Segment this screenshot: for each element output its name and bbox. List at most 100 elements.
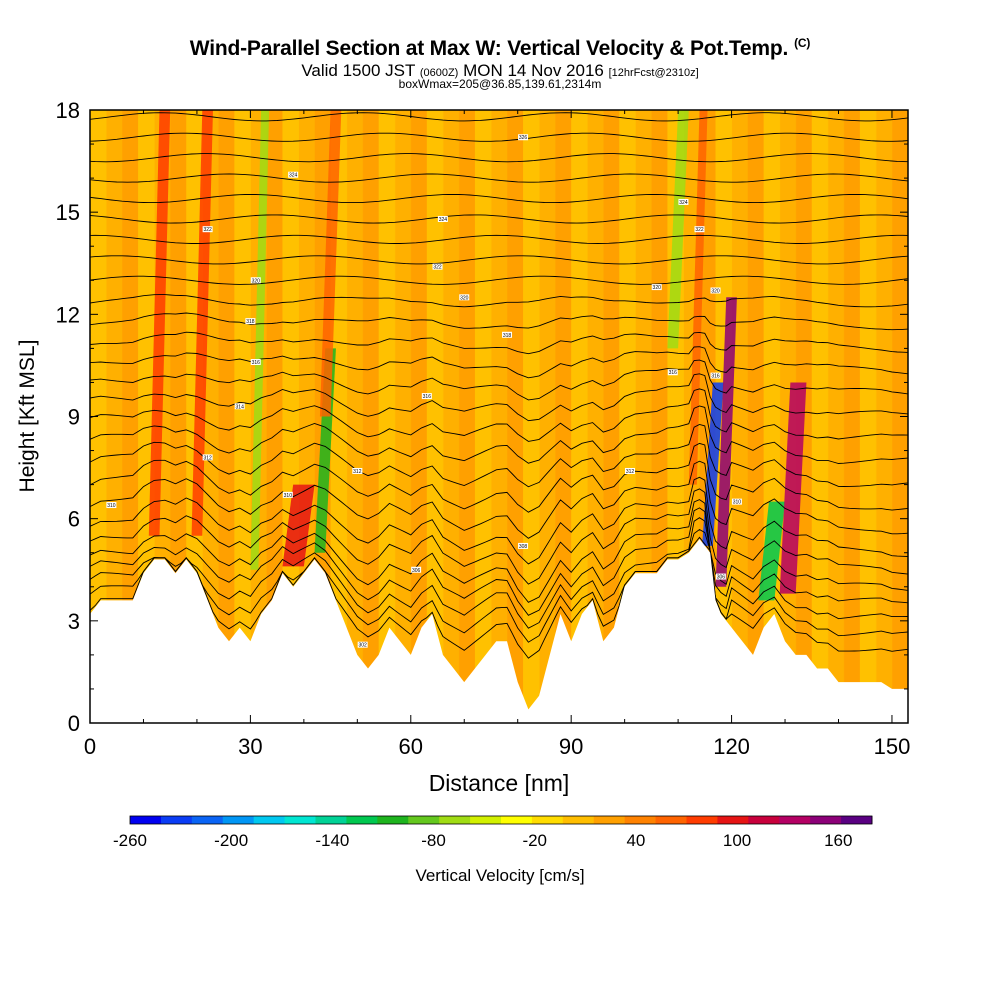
label-bg	[202, 226, 213, 233]
theta-contour-label: 326	[518, 134, 529, 141]
y-tick-label: 12	[56, 302, 80, 327]
theta-contour-line	[90, 194, 908, 204]
field-streak	[523, 110, 540, 723]
label-text: 310	[733, 500, 742, 506]
colorbar-swatch	[593, 816, 626, 824]
label-text: 320	[460, 295, 469, 301]
field-streak	[106, 110, 123, 723]
field-streak	[362, 110, 380, 723]
terrain-shape	[90, 539, 908, 723]
theta-contour-line	[90, 507, 908, 616]
theta-contour-label: 320	[651, 284, 662, 291]
theta-contour-line	[90, 132, 908, 142]
y-tick-label: 6	[68, 507, 80, 532]
y-axis-label: Height [Kft MSL]	[16, 340, 39, 493]
theta-contour-line	[90, 528, 908, 643]
colorbar-swatch	[408, 816, 440, 824]
colorbar-label: Vertical Velocity [cm/s]	[415, 866, 584, 885]
theta-contour-label: 308	[518, 542, 529, 550]
theta-contour-label: 312	[202, 454, 213, 461]
field-streak	[490, 110, 508, 723]
theta-contour-line	[90, 476, 908, 565]
field-streak	[875, 110, 893, 723]
theta-contour-line	[90, 153, 908, 163]
label-bg	[437, 215, 448, 222]
copyright-mark: (C)	[794, 36, 811, 50]
theta-contour-label: 310	[106, 502, 117, 509]
colorbar-frame	[129, 815, 873, 825]
theta-contour-line	[90, 424, 908, 488]
axes: 0 30 60 90 120 150 0 3 6 9 12 15 18	[56, 98, 911, 759]
label-bg	[459, 294, 470, 301]
label-bg	[667, 369, 678, 376]
theta-contour-label: 306	[411, 566, 422, 574]
colorbar-swatch	[655, 816, 687, 824]
theta-contour-label: 320	[459, 294, 470, 301]
terrain-mask	[90, 539, 908, 723]
label-text: 310	[284, 493, 293, 499]
colorbar-swatch	[624, 816, 657, 824]
field-streak	[619, 110, 636, 723]
field-streak	[555, 110, 572, 723]
colorbar-swatch	[346, 816, 378, 824]
theta-contours	[90, 112, 908, 659]
label-bg	[518, 134, 529, 141]
theta-contour-label: 324	[437, 215, 448, 223]
theta-contour-line	[90, 275, 908, 285]
chart-subtitle: Valid 1500 JST (0600Z) MON 14 Nov 2016 […	[301, 61, 699, 80]
theta-contour-label: 322	[202, 226, 213, 233]
label-bg	[352, 467, 363, 474]
field-streak	[442, 110, 460, 723]
colorbar-tick-label: -80	[421, 831, 446, 850]
theta-contour-line	[90, 359, 908, 401]
y-tick-label: 0	[68, 711, 80, 736]
theta-contour-label: 314	[234, 403, 245, 410]
label-bg	[715, 573, 726, 580]
theta-contour-line	[90, 294, 908, 308]
label-bg	[651, 284, 662, 291]
theta-contour-label: 316	[710, 372, 721, 380]
colorbar-swatch	[717, 816, 749, 824]
x-tick-label: 150	[874, 734, 911, 759]
field-streak	[539, 110, 556, 723]
label-bg	[282, 491, 293, 498]
colorbar-swatch	[315, 816, 347, 824]
theta-contour-line	[90, 460, 908, 539]
field-streak	[458, 110, 476, 723]
chart-title: Wind-Parallel Section at Max W: Vertical…	[189, 36, 811, 60]
theta-contour-label: 320	[710, 287, 721, 294]
theta-contour-label: 318	[502, 331, 513, 339]
theta-contour-line	[90, 488, 908, 585]
label-bg	[694, 226, 705, 233]
y-tick-label: 9	[68, 405, 80, 430]
field-streak	[282, 110, 300, 723]
colorbar: -260 -200 -140 -80 -20 40 100 160	[113, 815, 873, 850]
label-bg	[421, 393, 432, 400]
colorbar-tick-label: -20	[522, 831, 547, 850]
theta-contour-line	[90, 536, 908, 659]
theta-contour-label: 316	[250, 359, 261, 366]
colorbar-swatch	[284, 816, 316, 824]
theta-contour-label: 324	[288, 171, 299, 179]
velocity-band	[715, 297, 737, 587]
label-bg	[624, 467, 635, 474]
colorbar-tick-label: 40	[626, 831, 645, 850]
x-tick-label: 60	[399, 734, 423, 759]
label-bg	[710, 372, 721, 379]
velocity-band	[282, 484, 315, 567]
theta-contour-line	[90, 346, 908, 379]
label-text: 312	[203, 455, 212, 461]
theta-contour-line	[90, 312, 908, 331]
colorbar-tick-label: -260	[113, 831, 147, 850]
colorbar-swatch	[779, 816, 811, 824]
velocity-band	[758, 501, 786, 601]
theta-contour-label: 322	[694, 226, 705, 233]
x-tick-label: 30	[238, 734, 262, 759]
label-bg	[357, 641, 368, 648]
field-streak	[843, 110, 861, 723]
theta-contour-line	[90, 255, 908, 265]
colorbar-tick-label: -200	[214, 831, 248, 850]
label-text: 302	[358, 643, 367, 649]
field-streak	[571, 110, 588, 723]
